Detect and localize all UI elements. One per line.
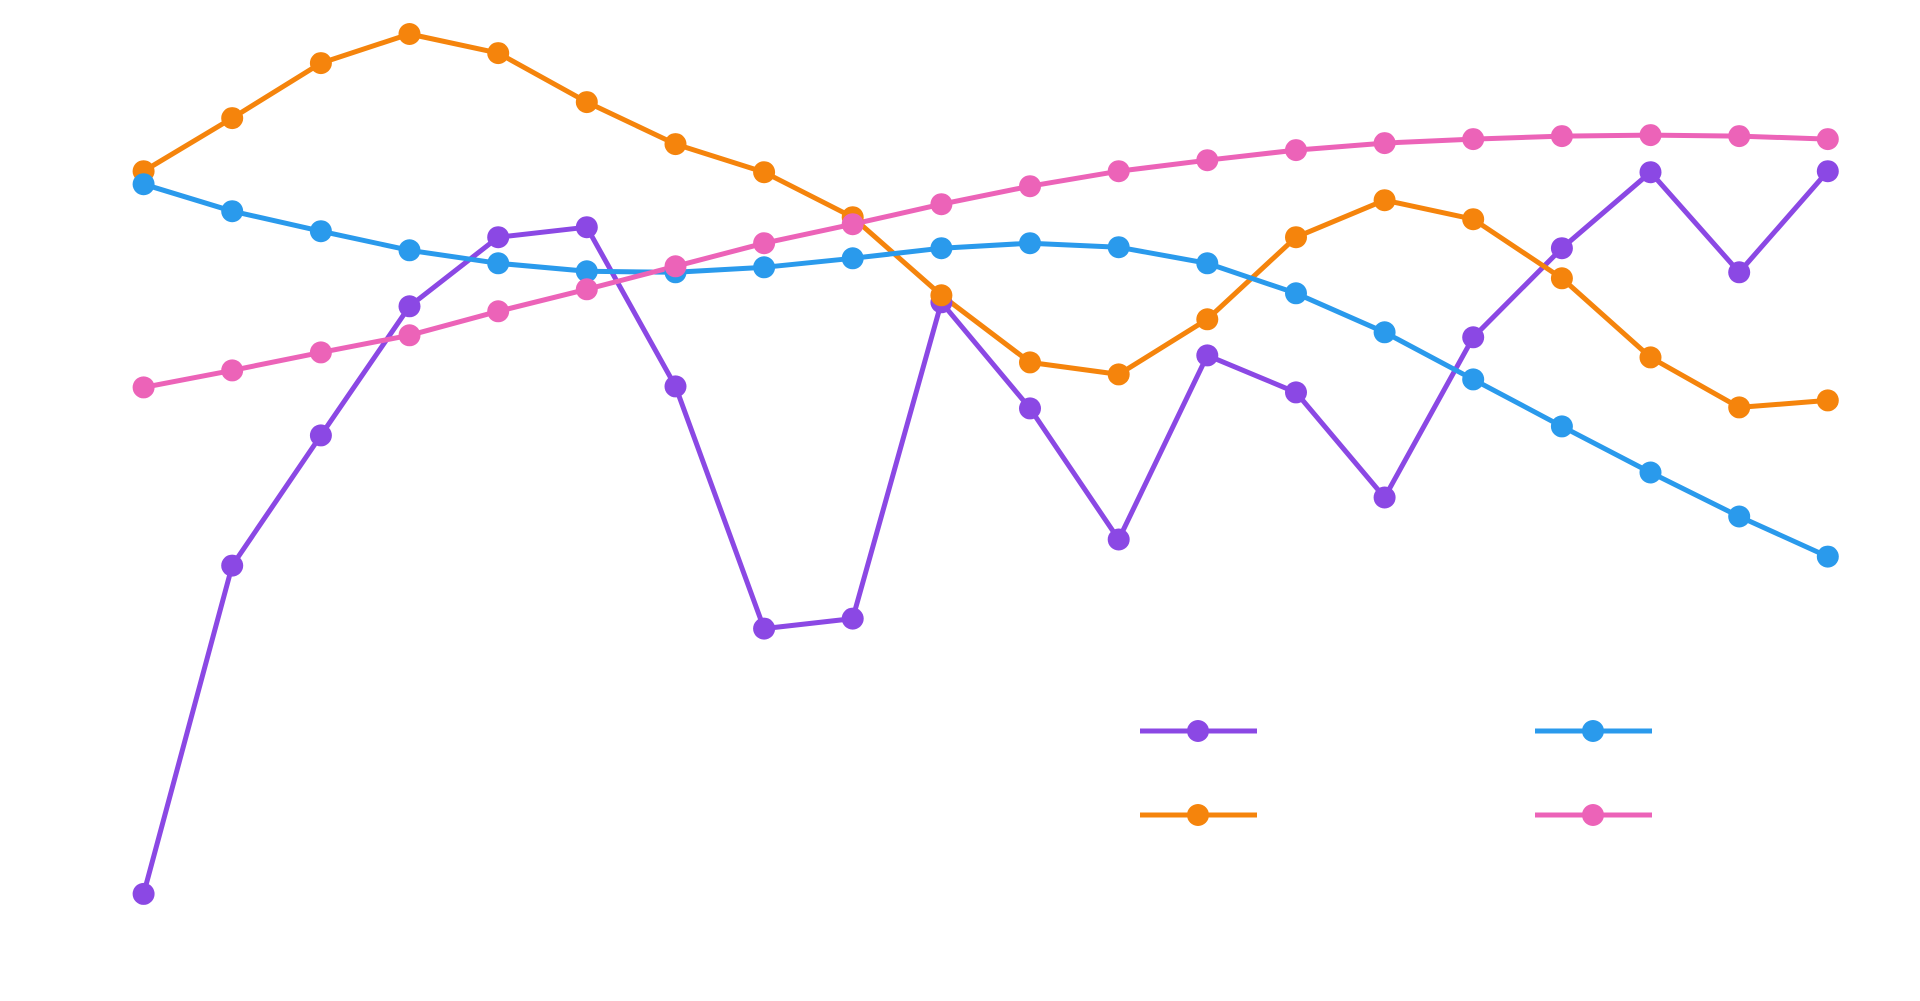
series-1-point-6 xyxy=(575,216,598,239)
series-4-point-4 xyxy=(398,324,421,347)
series-3-line xyxy=(141,181,1831,560)
series-3-point-20 xyxy=(1816,545,1839,568)
series-4-point-7 xyxy=(664,255,687,278)
series-4-point-18 xyxy=(1639,124,1662,147)
series-4-point-14 xyxy=(1285,139,1307,162)
series-1-point-3 xyxy=(309,424,332,447)
series-4-point-19 xyxy=(1728,125,1751,148)
series-2-point-2 xyxy=(221,107,244,130)
series-3-point-16 xyxy=(1462,368,1485,391)
series-4-point-13 xyxy=(1196,149,1219,172)
series-1-point-14 xyxy=(1285,381,1307,404)
series-3-point-3 xyxy=(309,220,332,243)
series-3-point-9 xyxy=(841,247,864,270)
series-1-point-20 xyxy=(1816,160,1839,183)
series-4-point-11 xyxy=(1019,175,1041,198)
legend-swatch-marker-3 xyxy=(1582,720,1604,742)
series-2-point-4 xyxy=(398,23,421,45)
series-1-point-4 xyxy=(398,295,421,318)
series-3-point-8 xyxy=(753,256,776,279)
series-3-point-5 xyxy=(487,252,510,275)
legend-swatch-marker-2 xyxy=(1187,804,1209,826)
series-4-point-10 xyxy=(930,193,953,216)
series-4-point-5 xyxy=(487,300,510,323)
series-1-point-11 xyxy=(1019,397,1041,420)
series-2-point-20 xyxy=(1816,389,1839,412)
series-4-point-15 xyxy=(1373,132,1396,155)
series-4-point-8 xyxy=(753,232,776,255)
series-3-point-6 xyxy=(575,260,598,283)
legend-entry-2 xyxy=(1140,804,1257,826)
legend-entry-1 xyxy=(1140,720,1257,742)
series-4-point-9 xyxy=(841,213,864,236)
series-2-line xyxy=(141,31,1831,410)
series-3-point-17 xyxy=(1550,415,1573,438)
series-markers xyxy=(132,23,1839,905)
series-4-point-16 xyxy=(1462,128,1485,151)
series-1-line xyxy=(141,168,1831,897)
series-3-point-13 xyxy=(1196,252,1219,275)
series-4-point-1 xyxy=(132,376,155,399)
series-2-point-18 xyxy=(1639,346,1662,369)
series-1-point-12 xyxy=(1107,528,1130,551)
legend-swatch-marker-1 xyxy=(1187,720,1209,742)
series-3-point-18 xyxy=(1639,461,1662,484)
legend-entry-4 xyxy=(1535,804,1652,826)
series-3-point-19 xyxy=(1728,505,1751,528)
series-3-point-10 xyxy=(930,237,953,260)
series-2-point-17 xyxy=(1550,267,1573,290)
series-1-point-1 xyxy=(132,882,155,905)
series-3-point-15 xyxy=(1373,321,1396,344)
series-3-point-1 xyxy=(132,173,155,196)
series-1-point-17 xyxy=(1550,237,1573,260)
series-4-point-17 xyxy=(1550,125,1573,148)
series-2-point-5 xyxy=(487,42,510,65)
series-4-point-6 xyxy=(575,278,598,301)
series-1-point-18 xyxy=(1639,161,1662,184)
series-1-point-16 xyxy=(1462,326,1485,349)
series-4-point-3 xyxy=(309,341,332,364)
series-2-point-13 xyxy=(1196,308,1219,331)
series-1-point-2 xyxy=(221,554,244,577)
series-2-point-6 xyxy=(575,91,598,114)
series-4-line xyxy=(141,132,1831,390)
series-1-point-13 xyxy=(1196,344,1219,367)
series-4-point-20 xyxy=(1816,128,1839,151)
series-3-point-11 xyxy=(1019,232,1041,255)
series-3-point-14 xyxy=(1285,282,1307,305)
series-2-point-11 xyxy=(1019,351,1041,374)
series-1-point-7 xyxy=(664,375,687,398)
legend-swatch-marker-4 xyxy=(1582,804,1604,826)
series-1-point-15 xyxy=(1373,486,1396,509)
series-1-point-9 xyxy=(841,607,864,630)
series-lines xyxy=(141,31,1831,897)
series-2-point-14 xyxy=(1285,226,1307,249)
series-4-point-2 xyxy=(221,359,244,382)
series-2-point-15 xyxy=(1373,189,1396,212)
series-2-point-19 xyxy=(1728,396,1751,419)
series-2-point-12 xyxy=(1107,363,1130,386)
series-3-point-12 xyxy=(1107,236,1130,259)
series-2-point-16 xyxy=(1462,208,1485,231)
series-4-point-12 xyxy=(1107,160,1130,183)
series-2-point-7 xyxy=(664,133,687,156)
series-1-point-8 xyxy=(753,617,776,640)
series-2-point-8 xyxy=(753,161,776,184)
legend xyxy=(1140,720,1652,826)
series-3-point-2 xyxy=(221,200,244,223)
legend-entry-3 xyxy=(1535,720,1652,742)
series-1-point-5 xyxy=(487,226,510,249)
series-1-point-19 xyxy=(1728,261,1751,284)
series-2-point-10 xyxy=(930,284,953,307)
series-2-point-3 xyxy=(309,52,332,75)
series-3-point-4 xyxy=(398,239,421,262)
